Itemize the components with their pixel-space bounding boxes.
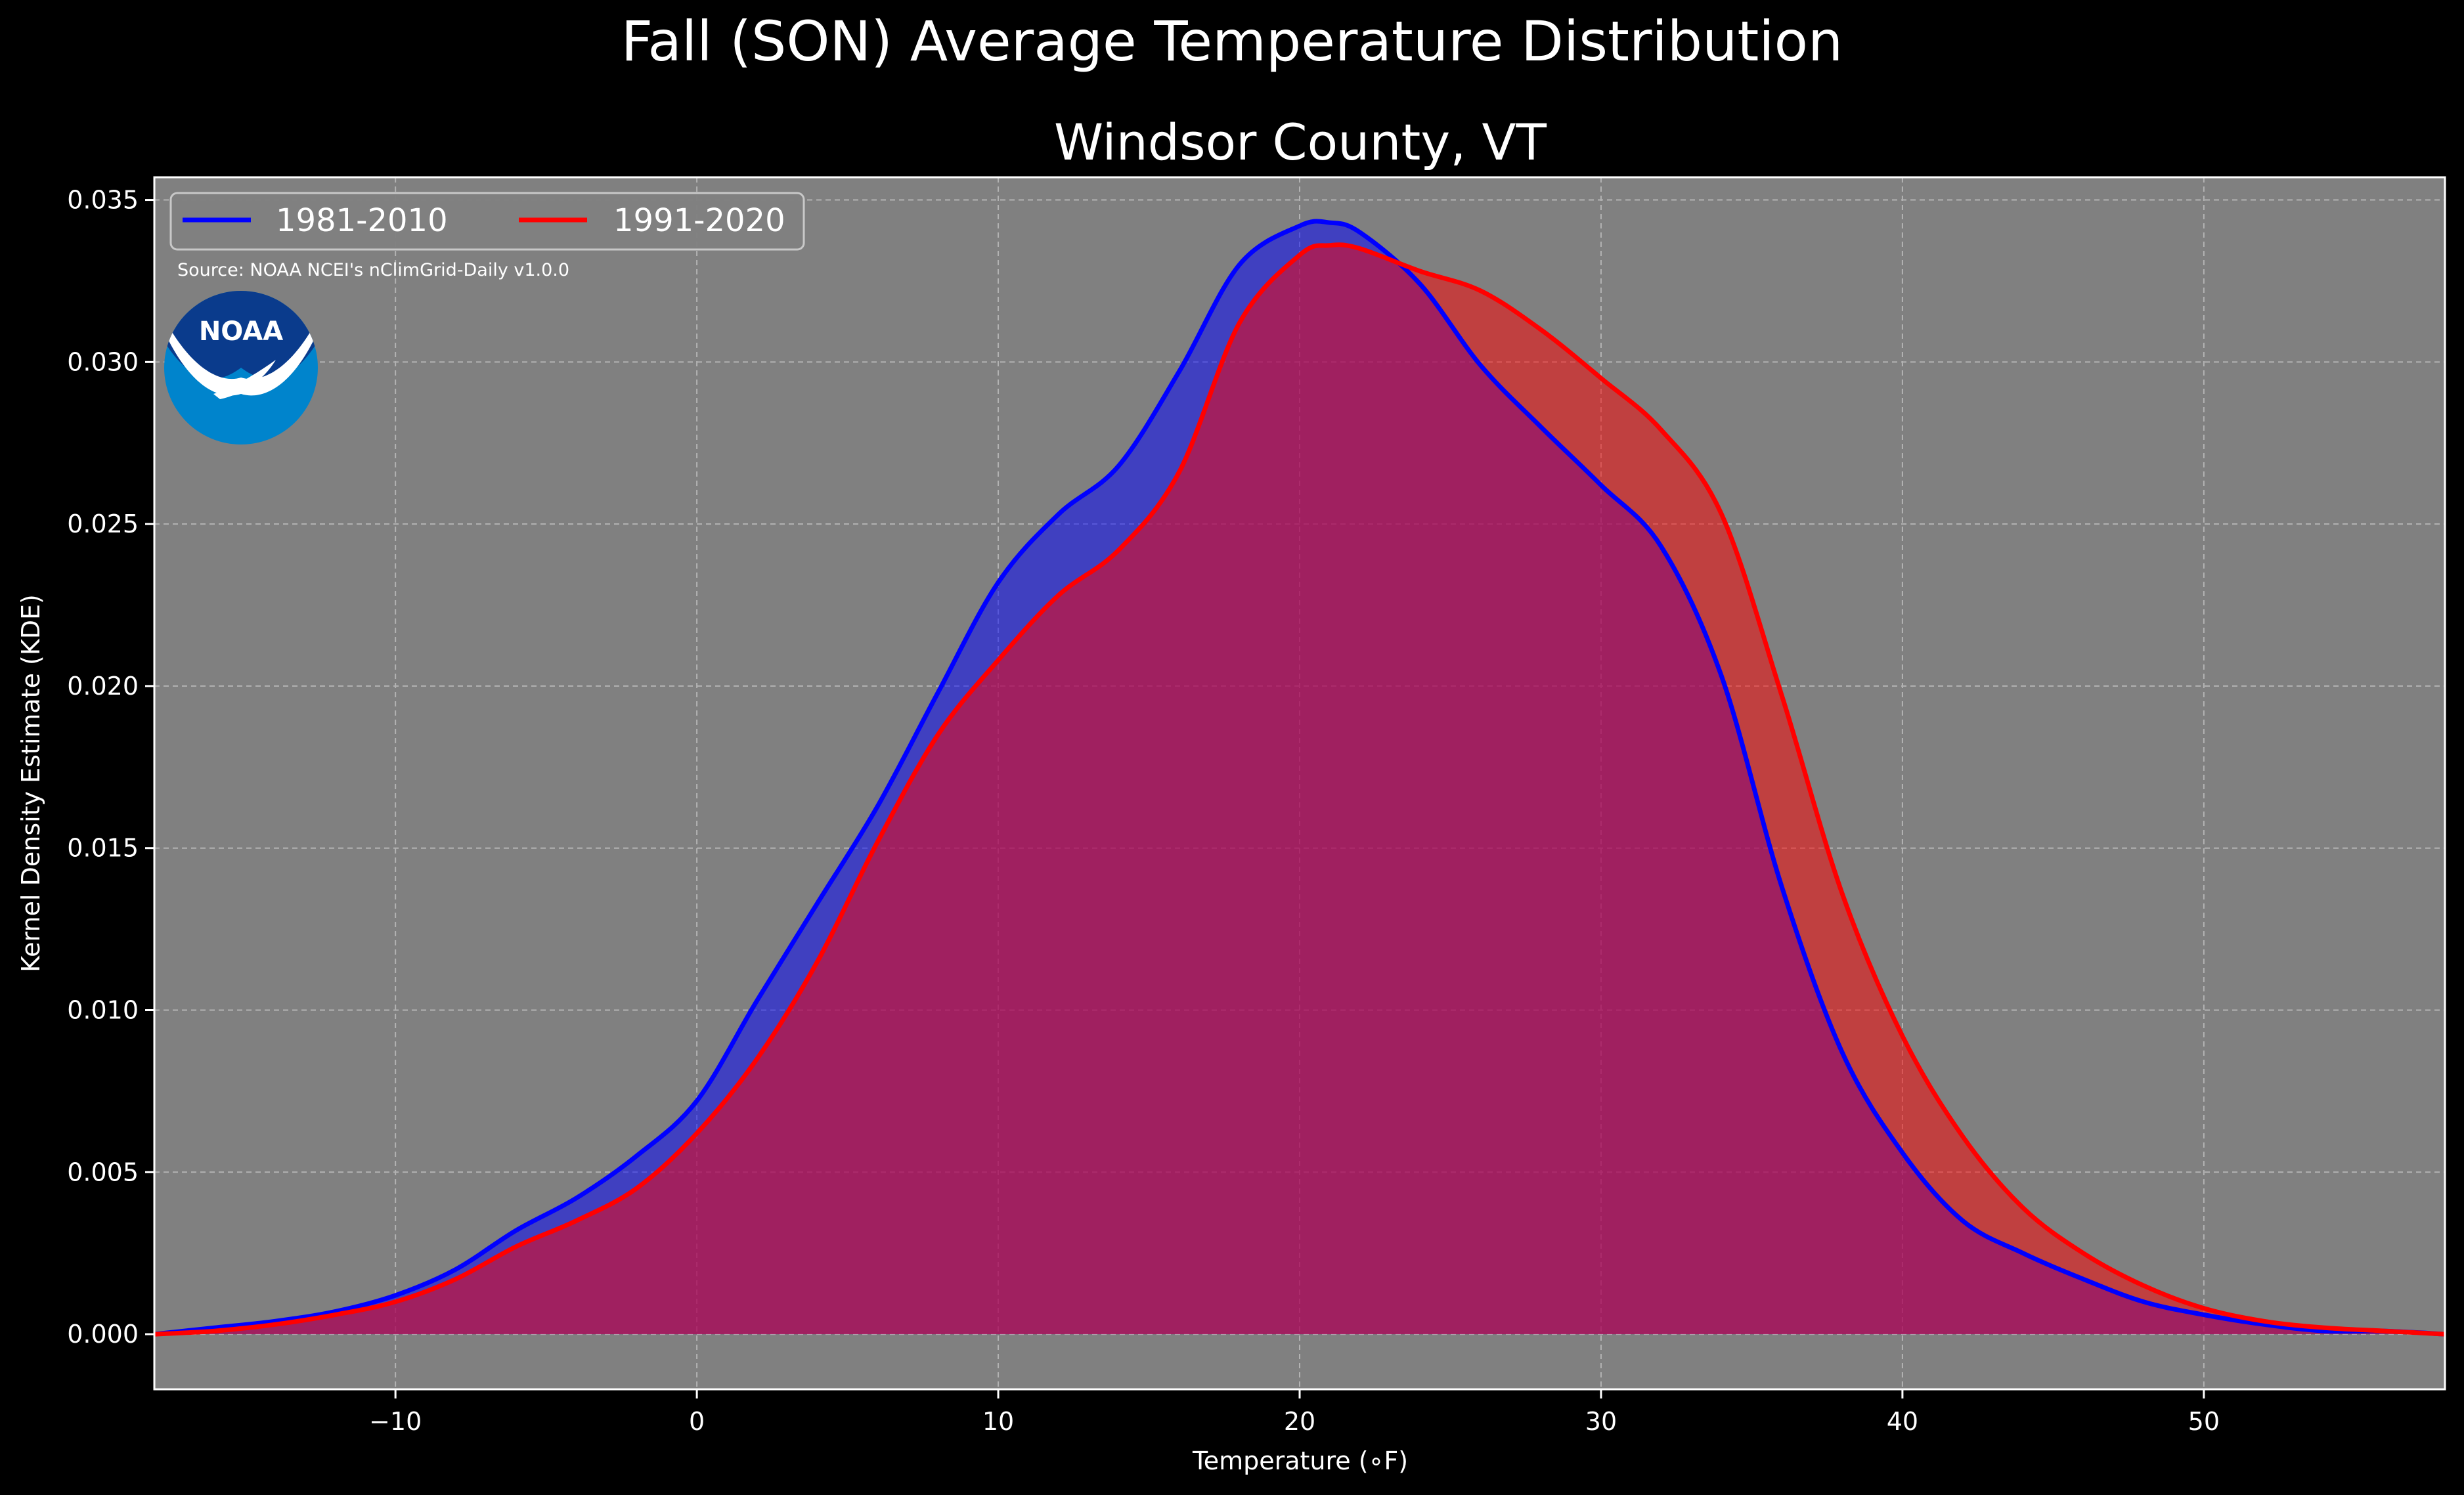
x-tick-label: 20 [1284,1407,1315,1436]
x-axis-label: Temperature (∘F) [1192,1446,1408,1475]
y-axis-ticks: 0.000 0.005 0.010 0.015 0.020 0.025 0.030 0.035 [67,186,154,1349]
x-axis-ticks: −10 0 10 20 30 40 50 [369,1389,2220,1436]
x-tick-label: 30 [1585,1407,1617,1436]
y-tick-label: 0.025 [67,509,139,538]
legend-frame [169,192,805,251]
plot-area [153,176,2446,1391]
chart-suptitle: Fall (SON) Average Temperature Distribut… [621,9,1843,74]
y-tick-label: 0.015 [67,834,139,863]
y-axis-label: Kernel Density Estimate (KDE) [16,594,45,972]
density-lines [154,219,2446,1337]
x-tick-label: 10 [982,1407,1014,1436]
source-note: Source: NOAA NCEI's nClimGrid-Daily v1.0… [177,260,569,280]
chart-title: Windsor County, VT [1054,113,1547,171]
legend: 1981-2010 1991-2020 [169,192,805,251]
legend-label-1981-2010: 1981-2010 [276,202,448,239]
y-tick-label: 0.035 [67,186,139,215]
x-tick-label: 40 [1887,1407,1918,1436]
density-fill-1991-2020 [154,244,2445,1335]
noaa-logo-text: NOAA [199,316,283,347]
y-tick-label: 0.010 [67,996,139,1025]
y-tick-label: 0.000 [67,1320,139,1349]
density-line-1991-2020 [154,242,2446,1337]
x-tick-label: 0 [689,1407,705,1436]
legend-label-1991-2020: 1991-2020 [613,202,785,239]
x-tick-label: 50 [2188,1407,2220,1436]
y-tick-label: 0.020 [67,672,139,701]
y-tick-label: 0.030 [67,347,139,376]
x-tick-label: −10 [369,1407,422,1436]
y-tick-label: 0.005 [67,1158,139,1186]
density-line-1981-2010 [154,219,2446,1337]
noaa-logo: NOAA [164,291,318,444]
